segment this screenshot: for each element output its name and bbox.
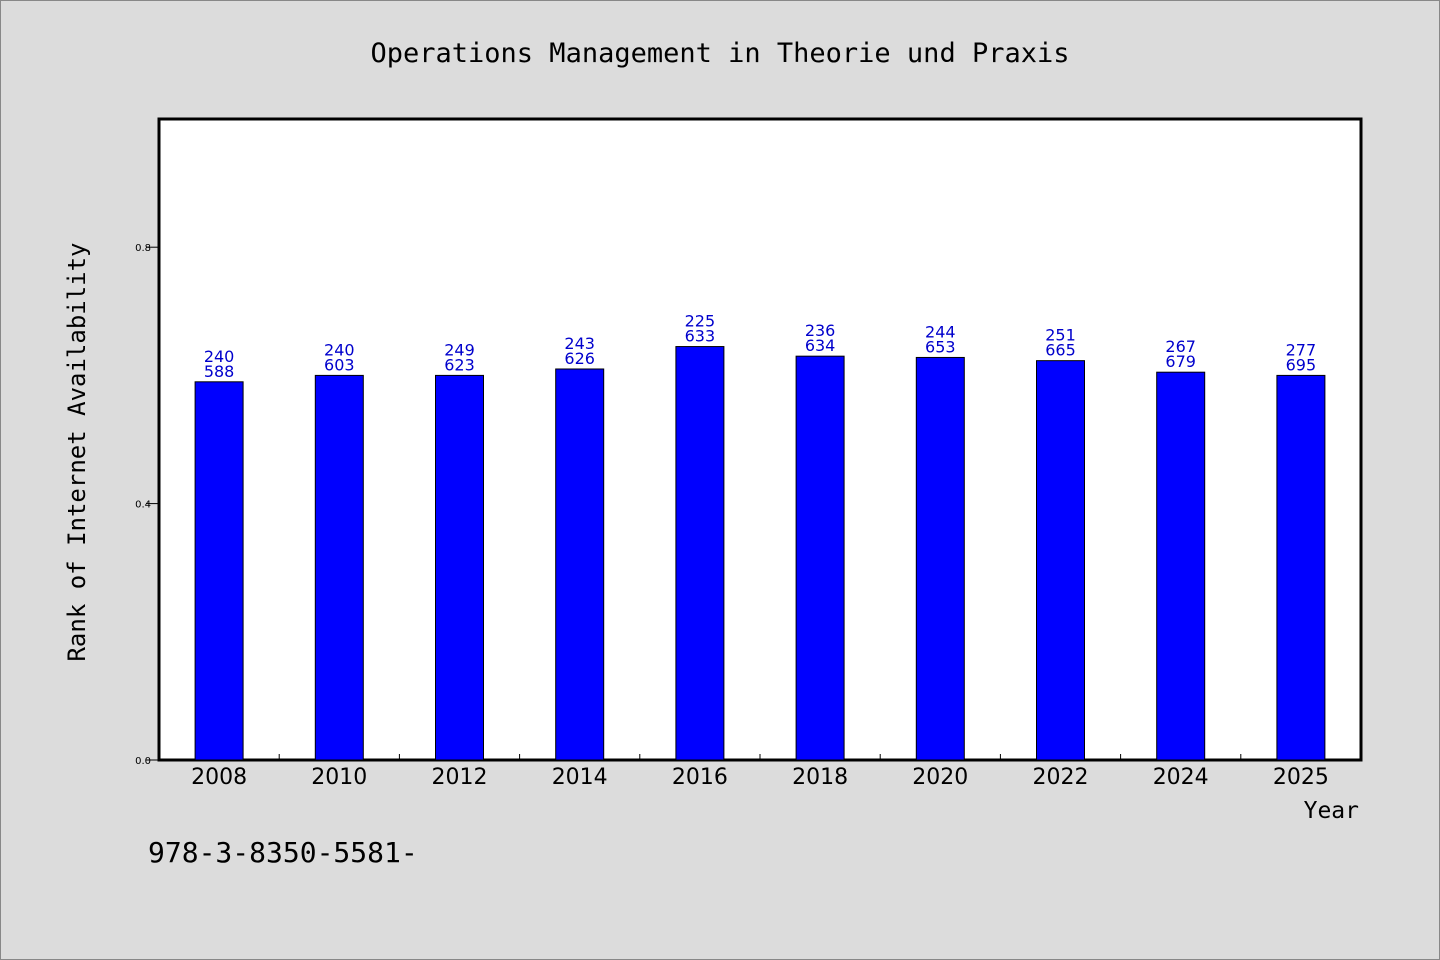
bar-label-bottom: 588 — [204, 362, 235, 381]
y-tick-label: 0.0 — [135, 756, 151, 767]
bar-label-bottom: 679 — [1165, 352, 1196, 371]
y-axis-label: Rank of Internet Availability — [63, 242, 91, 661]
x-tick-label: 2008 — [191, 765, 247, 790]
x-axis: 2008 2010 2012 2014 2016 2018 2020 2022 2024 2025 — [191, 754, 1329, 790]
bar — [795, 355, 845, 761]
x-tick-label: 2018 — [792, 765, 848, 790]
bar-label-top: 236 — [805, 321, 836, 340]
x-tick-label: 2014 — [552, 765, 608, 790]
bar-label-top: 243 — [564, 334, 595, 353]
bar — [435, 374, 484, 761]
bar-label-bottom: 695 — [1286, 355, 1317, 374]
x-tick-label: 2012 — [432, 765, 488, 790]
bar-label-bottom: 623 — [444, 355, 475, 374]
bar-label-top: 277 — [1286, 340, 1317, 359]
x-tick-label: 2020 — [912, 765, 968, 790]
bar — [1156, 371, 1206, 761]
y-axis: 0.0 0.4 0.8 — [135, 243, 159, 767]
bar — [555, 368, 605, 761]
bar-label-top: 249 — [444, 340, 475, 359]
bar — [915, 356, 965, 761]
x-tick-label: 2022 — [1033, 765, 1089, 790]
y-tick-label: 0.8 — [135, 243, 151, 254]
bar-label-bottom: 653 — [925, 337, 956, 356]
bar-label-top: 244 — [925, 322, 956, 341]
bar-label-top: 240 — [204, 347, 235, 366]
bar — [1276, 374, 1326, 761]
bar-label-bottom: 665 — [1045, 341, 1076, 360]
bar-label-top: 225 — [685, 312, 716, 331]
bar-label-top: 251 — [1045, 326, 1076, 345]
x-axis-label: Year — [1304, 798, 1359, 824]
chart-title: Operations Management in Theorie und Pra… — [371, 38, 1070, 69]
bar — [194, 381, 244, 761]
x-tick-label: 2024 — [1153, 765, 1209, 790]
bar-label-bottom: 626 — [564, 349, 595, 368]
bar-label-bottom: 634 — [805, 336, 836, 355]
bar-label-bottom: 633 — [685, 327, 716, 346]
x-tick-label: 2016 — [672, 765, 728, 790]
bar-label-top: 240 — [324, 340, 355, 359]
bar — [1036, 360, 1085, 761]
footer-isbn: 978-3-8350-5581- — [148, 836, 418, 869]
x-tick-label: 2010 — [311, 765, 367, 790]
x-tick-label: 2025 — [1273, 765, 1329, 790]
bar-label-top: 267 — [1165, 337, 1196, 356]
y-tick-label: 0.4 — [135, 500, 151, 511]
bar — [675, 346, 725, 761]
bar — [314, 374, 364, 761]
bar-label-bottom: 603 — [324, 355, 355, 374]
